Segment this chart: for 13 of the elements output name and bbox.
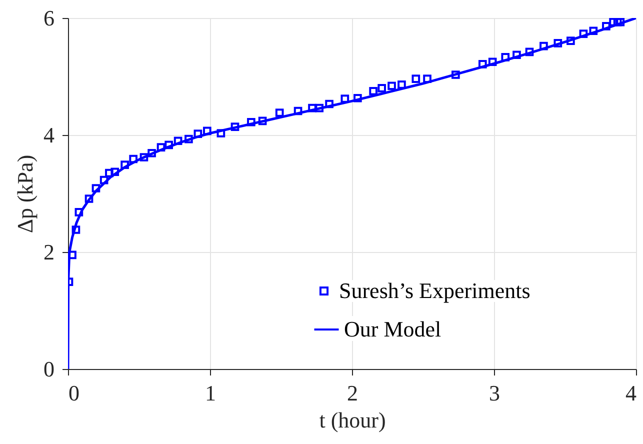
y-tick-label: 4 — [44, 122, 54, 148]
legend-label: Our Model — [344, 316, 442, 342]
x-axis-title: t (hour) — [319, 408, 386, 432]
y-axis-title: Δp (kPa) — [12, 154, 38, 234]
legend-label: Suresh’s Experiments — [339, 278, 530, 303]
y-tick-label: 2 — [44, 240, 54, 264]
x-tick-label: 1 — [205, 380, 216, 406]
x-tick-label: 0 — [68, 380, 80, 406]
y-tick-label: 0 — [44, 356, 54, 382]
x-tick-label: 2 — [347, 380, 358, 406]
x-tick-label: 3 — [489, 380, 500, 406]
x-tick-label: 4 — [626, 380, 636, 406]
y-tick-label: 6 — [44, 6, 54, 30]
